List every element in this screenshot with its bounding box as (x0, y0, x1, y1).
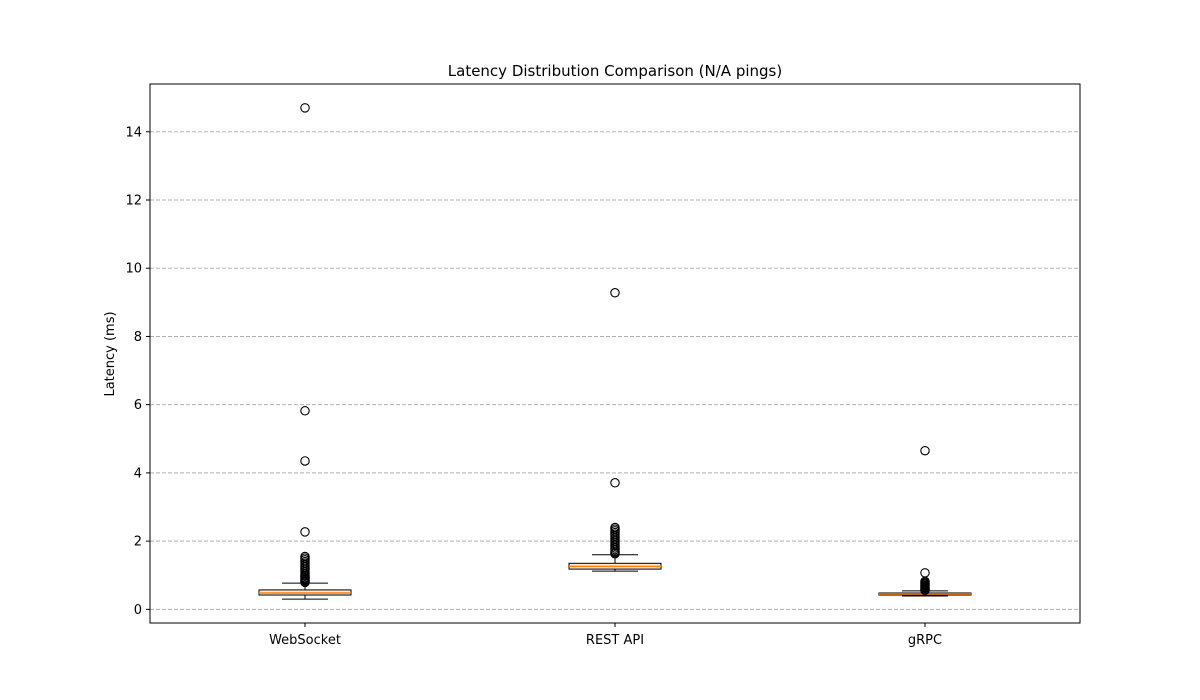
outlier-point (300, 103, 310, 113)
box-group (878, 445, 972, 597)
box-group (568, 288, 662, 572)
outlier-point (610, 288, 620, 298)
outlier-point (920, 585, 930, 596)
y-tick-label: 14 (125, 125, 142, 140)
ticks-layer: 0 2 4 6 8 10 12 14 WebSocket REST API gRPC (125, 125, 942, 648)
y-tick-label: 2 (134, 535, 142, 550)
boxes-layer (258, 103, 972, 600)
y-tick-label: 12 (125, 193, 142, 208)
y-tick-label: 8 (134, 330, 142, 345)
outlier-point (300, 527, 310, 537)
outlier-point (610, 548, 620, 559)
y-tick-label: 0 (134, 603, 142, 618)
y-tick-label: 4 (134, 466, 142, 481)
x-tick-label: REST API (586, 633, 644, 648)
grid-lines (150, 131, 1080, 610)
outlier-point (300, 406, 310, 416)
chart-title: Latency Distribution Comparison (N/A pin… (448, 62, 782, 80)
outlier-point (610, 478, 620, 488)
outlier-point (300, 456, 310, 466)
outlier-point (300, 577, 310, 588)
y-tick-label: 10 (125, 262, 142, 277)
x-tick-label: WebSocket (269, 633, 341, 648)
outlier-point (920, 445, 930, 456)
y-axis-label: Latency (ms) (103, 311, 118, 396)
x-tick-label: gRPC (908, 633, 942, 648)
box-group (258, 103, 352, 600)
y-tick-label: 6 (134, 398, 142, 413)
